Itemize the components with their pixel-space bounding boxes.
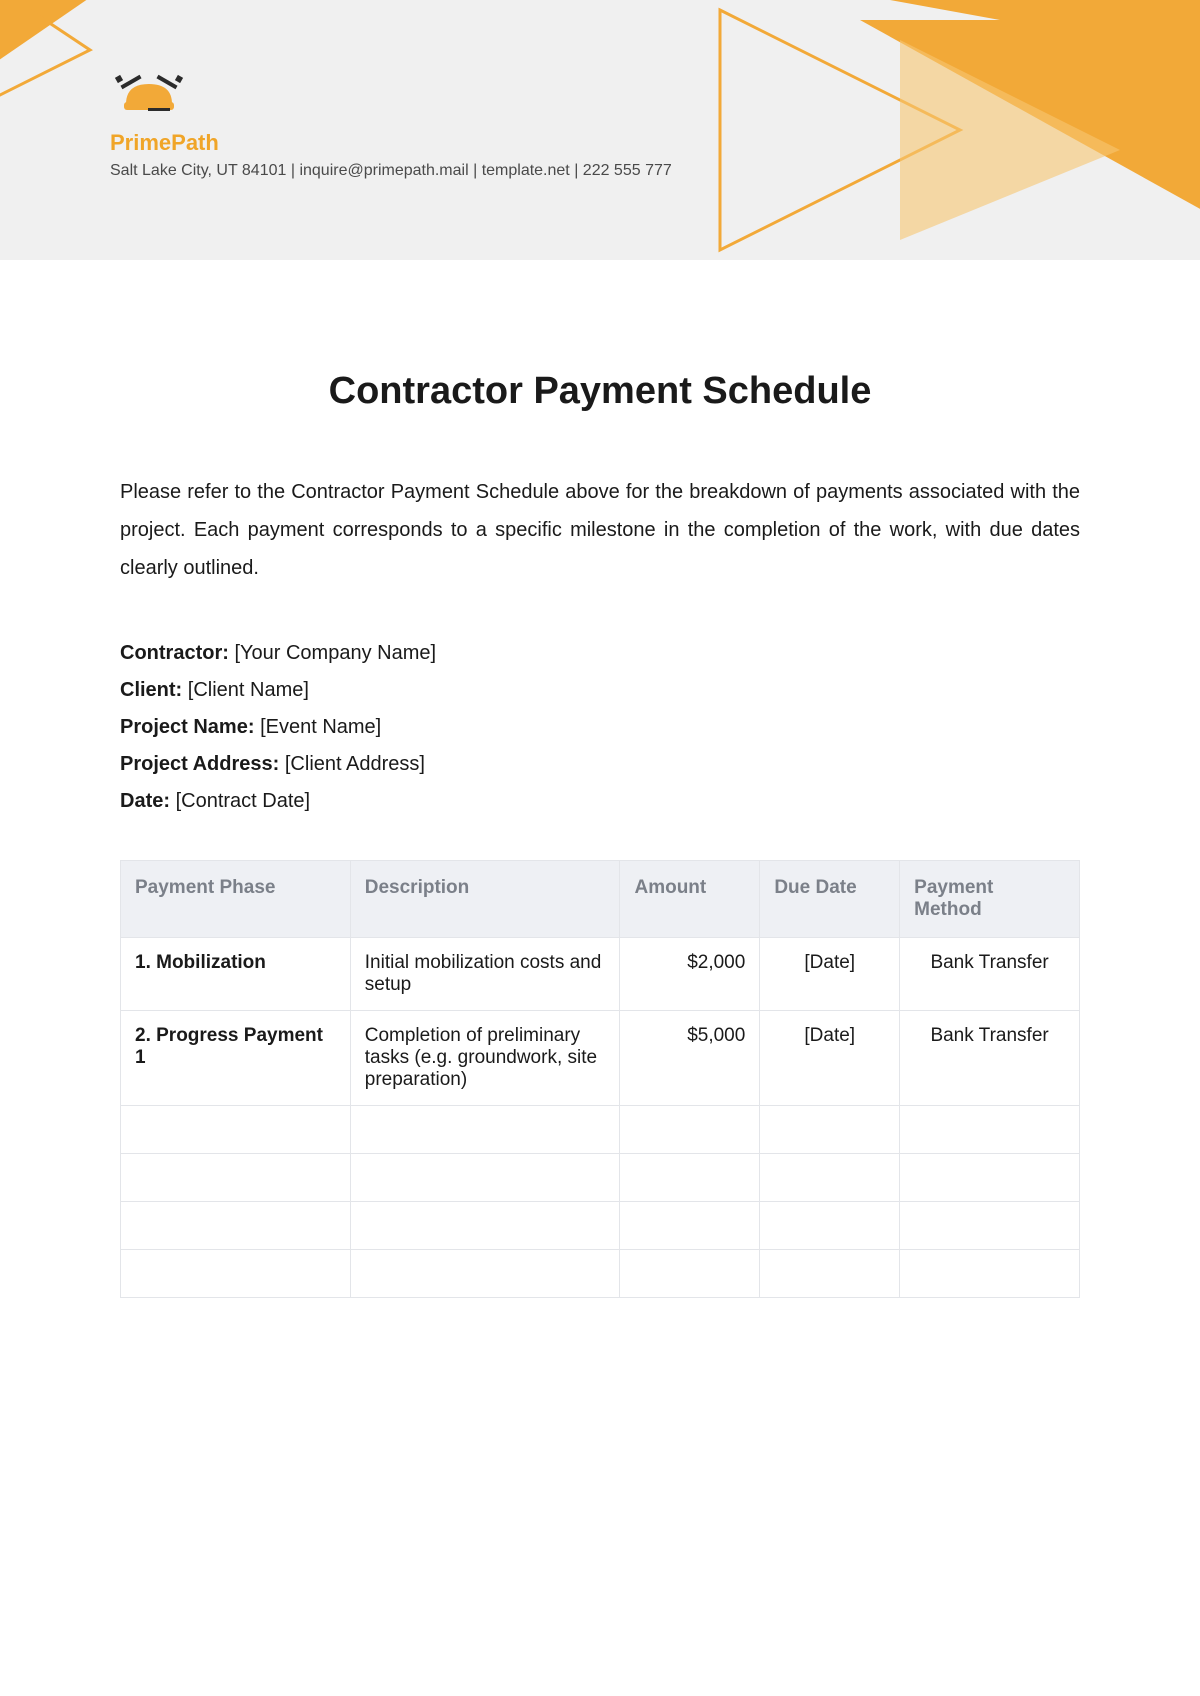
cell-due-date [760,1250,900,1298]
meta-project-address: Project Address: [Client Address] [120,746,1080,783]
meta-date: Date: [Contract Date] [120,783,1080,820]
table-row [121,1154,1080,1202]
cell-description: Completion of preliminary tasks (e.g. gr… [350,1011,620,1106]
cell-phase: 1. Mobilization [121,938,351,1011]
table-row: 2. Progress Payment 1Completion of preli… [121,1011,1080,1106]
cell-phase [121,1202,351,1250]
cell-payment-method: Bank Transfer [900,938,1080,1011]
table-row: 1. MobilizationInitial mobilization cost… [121,938,1080,1011]
page-title: Contractor Payment Schedule [120,370,1080,413]
cell-phase [121,1106,351,1154]
cell-phase [121,1154,351,1202]
col-header-phase: Payment Phase [121,861,351,938]
project-meta-list: Contractor: [Your Company Name] Client: … [120,635,1080,820]
cell-amount [620,1154,760,1202]
table-row [121,1106,1080,1154]
document-body: Contractor Payment Schedule Please refer… [0,260,1200,1298]
cell-due-date: [Date] [760,1011,900,1106]
col-header-due-date: Due Date [760,861,900,938]
logo-block: PrimePath Salt Lake City, UT 84101 | inq… [110,62,672,180]
meta-project-name: Project Name: [Event Name] [120,709,1080,746]
cell-description [350,1250,620,1298]
cell-description [350,1202,620,1250]
cell-amount: $5,000 [620,1011,760,1106]
letterhead-band: PrimePath Salt Lake City, UT 84101 | inq… [0,0,1200,260]
cell-due-date [760,1106,900,1154]
cell-amount [620,1250,760,1298]
table-row [121,1250,1080,1298]
cell-payment-method [900,1154,1080,1202]
col-header-description: Description [350,861,620,938]
cell-due-date [760,1154,900,1202]
col-header-payment-method: Payment Method [900,861,1080,938]
meta-contractor: Contractor: [Your Company Name] [120,635,1080,672]
payment-schedule-table: Payment Phase Description Amount Due Dat… [120,860,1080,1298]
cell-payment-method [900,1250,1080,1298]
intro-paragraph: Please refer to the Contractor Payment S… [120,473,1080,587]
company-contact-line: Salt Lake City, UT 84101 | inquire@prime… [110,162,672,180]
cell-payment-method: Bank Transfer [900,1011,1080,1106]
meta-client: Client: [Client Name] [120,672,1080,709]
table-row [121,1202,1080,1250]
cell-amount: $2,000 [620,938,760,1011]
company-name: PrimePath [110,130,672,156]
decor-top-right-triangles-icon [600,0,1200,260]
cell-description: Initial mobilization costs and setup [350,938,620,1011]
cell-amount [620,1106,760,1154]
cell-description [350,1106,620,1154]
cell-payment-method [900,1202,1080,1250]
cell-description [350,1154,620,1202]
cell-payment-method [900,1106,1080,1154]
company-logo-icon [110,62,188,122]
cell-due-date: [Date] [760,938,900,1011]
col-header-amount: Amount [620,861,760,938]
cell-phase: 2. Progress Payment 1 [121,1011,351,1106]
cell-phase [121,1250,351,1298]
cell-due-date [760,1202,900,1250]
cell-amount [620,1202,760,1250]
table-header-row: Payment Phase Description Amount Due Dat… [121,861,1080,938]
